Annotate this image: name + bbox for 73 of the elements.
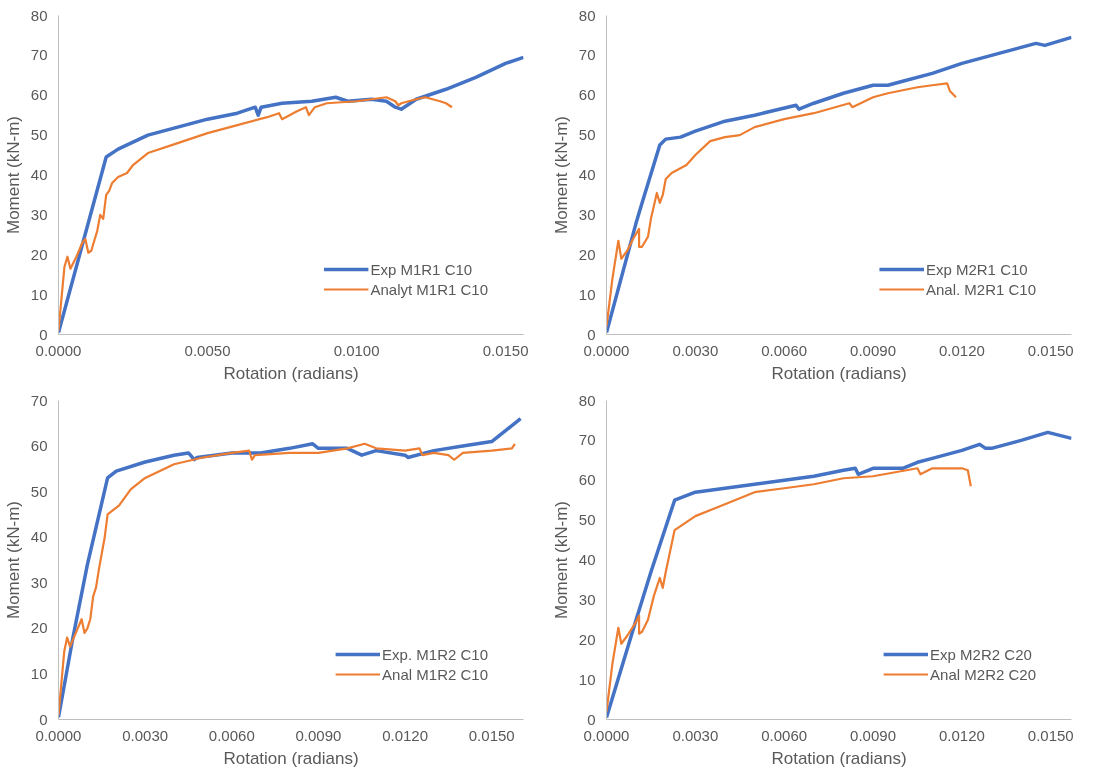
x-tick-label: 0.0150 [468,726,515,744]
y-tick-label: 0 [39,325,48,343]
y-tick-label: 70 [578,46,596,64]
x-tick-label: 0.0090 [295,726,342,744]
x-tick-label: 0.0120 [382,726,429,744]
x-tick-label: 0.0000 [583,341,630,359]
x-tick-label: 0.0030 [672,341,719,359]
legend-label: Exp M2R1 C10 [925,260,1028,278]
legend-label: Anal M1R2 C10 [382,665,488,683]
y-tick-label: 50 [30,126,48,144]
legend-label: Analyt M1R1 C10 [370,280,488,298]
y-tick-label: 20 [578,245,596,263]
y-tick-label: 70 [30,46,48,64]
y-tick-label: 30 [30,205,48,223]
x-axis-title: Rotation (radians) [771,748,907,768]
y-tick-label: 10 [30,664,48,682]
x-tick-label: 0.0090 [850,726,897,744]
y-tick-label: 70 [578,431,596,449]
y-tick-label: 50 [578,126,596,144]
y-tick-label: 10 [578,285,596,303]
y-tick-label: 30 [30,573,48,591]
x-tick-label: 0.0120 [938,341,985,359]
y-tick-label: 60 [30,437,48,455]
y-tick-label: 30 [578,590,596,608]
y-tick-label: 0 [587,325,596,343]
x-tick-label: 0.0150 [1027,341,1074,359]
y-axis-title: Moment (kN-m) [3,500,23,620]
legend-label: Exp M1R1 C10 [370,260,473,278]
x-tick-label: 0.0030 [672,726,719,744]
y-axis-title: Moment (kN-m) [551,115,571,235]
y-tick-label: 40 [578,166,596,183]
x-tick-label: 0.0150 [1027,726,1074,744]
x-tick-label: 0.0120 [938,726,985,744]
y-tick-label: 10 [578,670,596,688]
x-tick-label: 0.0060 [761,726,808,744]
y-axis-title: Moment (kN-m) [551,500,571,620]
x-tick-label: 0.0060 [761,341,808,359]
y-tick-label: 20 [30,619,48,637]
y-tick-label: 80 [30,6,48,24]
y-tick-label: 20 [578,630,596,648]
x-tick-label: 0.0030 [122,726,169,744]
x-tick-label: 0.0050 [184,341,231,359]
x-tick-label: 0.0060 [208,726,255,744]
x-axis-title: Rotation (radians) [223,363,359,383]
y-tick-label: 40 [30,166,48,183]
x-tick-label: 0.0000 [583,726,630,744]
y-tick-label: 0 [587,710,596,728]
x-axis-title: Rotation (radians) [223,748,359,768]
y-axis-title: Moment (kN-m) [3,115,23,235]
legend-label: Anal M2R2 C20 [930,665,1036,683]
y-tick-label: 40 [578,551,596,568]
x-tick-label: 0.0000 [35,726,82,744]
y-tick-label: 50 [30,482,48,500]
legend-label: Exp. M1R2 C10 [382,645,488,663]
x-tick-label: 0.0100 [333,341,380,359]
y-tick-label: 60 [578,86,596,104]
y-tick-label: 60 [578,471,596,489]
legend-label: Anal. M2R1 C10 [925,280,1036,298]
legend-label: Exp M2R2 C20 [930,645,1032,663]
y-tick-label: 20 [30,245,48,263]
x-axis-title: Rotation (radians) [771,363,907,383]
y-tick-label: 70 [30,391,48,409]
x-tick-label: 0.0000 [35,341,82,359]
y-tick-label: 40 [30,528,48,546]
y-tick-label: 80 [578,6,596,24]
x-tick-label: 0.0150 [482,341,529,359]
y-tick-label: 10 [30,285,48,303]
x-tick-label: 0.0090 [850,341,897,359]
y-tick-label: 50 [578,511,596,529]
y-tick-label: 60 [30,86,48,104]
y-tick-label: 0 [39,710,48,728]
y-tick-label: 30 [578,205,596,223]
y-tick-label: 80 [578,391,596,409]
